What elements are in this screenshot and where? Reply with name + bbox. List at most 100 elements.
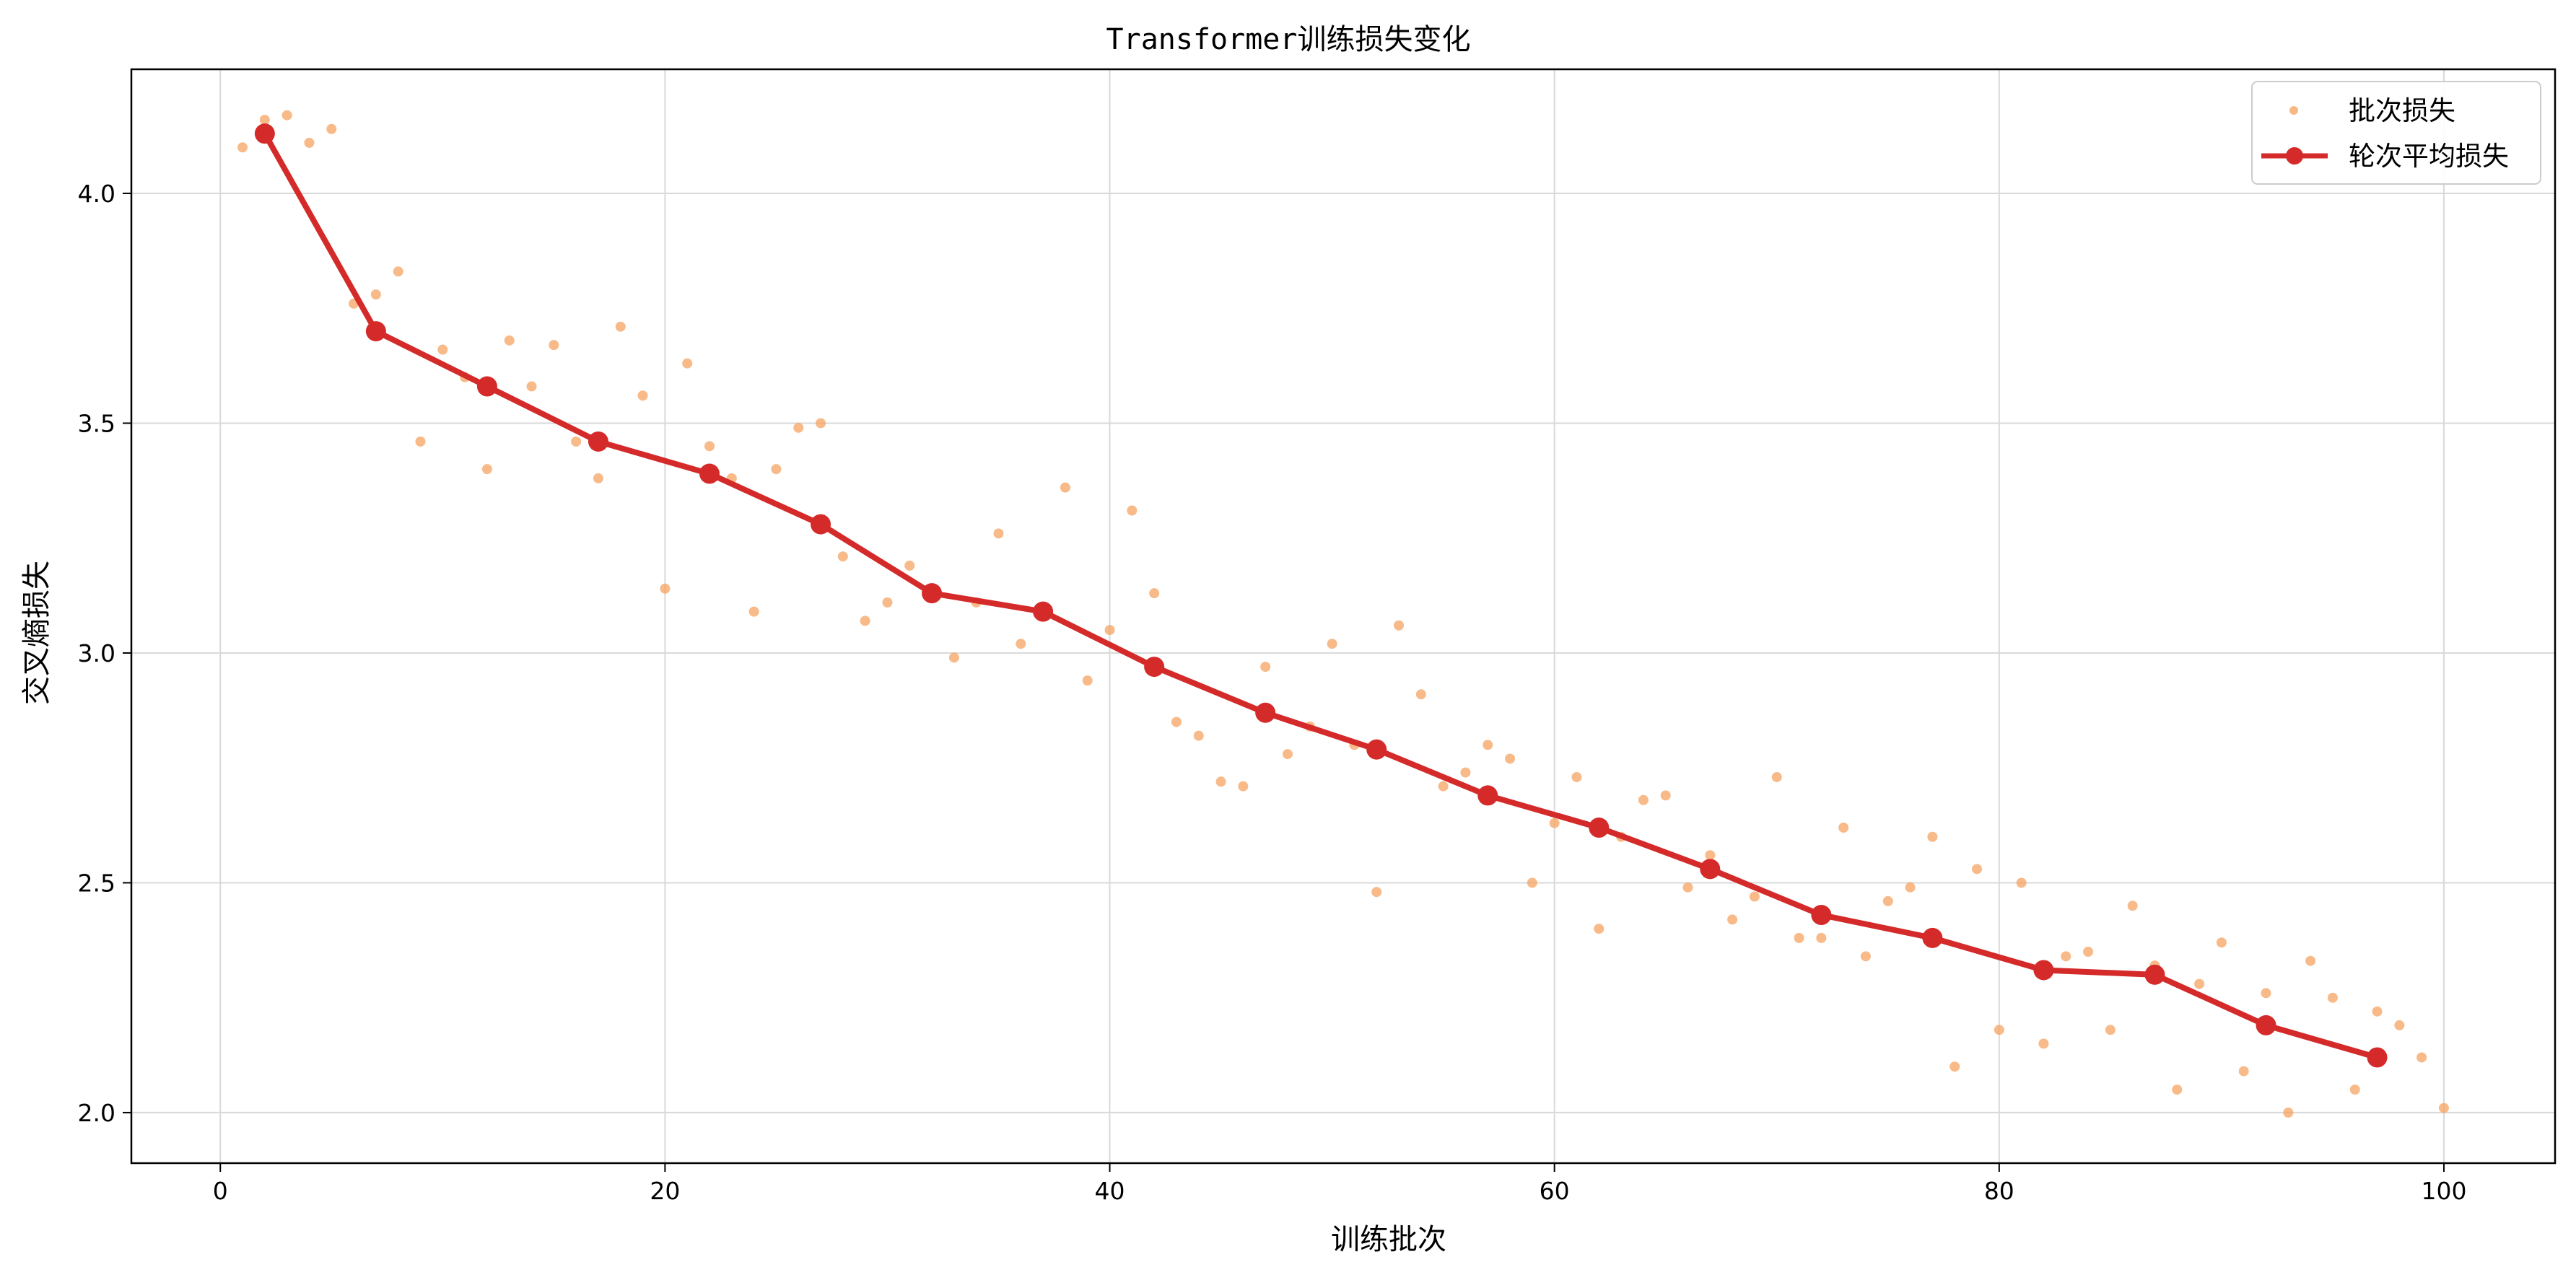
batch-loss-point	[2194, 978, 2205, 989]
epoch-average-point	[2367, 1047, 2388, 1068]
batch-loss-point	[237, 142, 248, 153]
batch-loss-point	[1371, 887, 1382, 898]
batch-loss-point	[304, 137, 315, 148]
batch-loss-point	[1238, 781, 1249, 792]
batch-loss-point	[2061, 951, 2071, 962]
x-axis-ticks: 0 20 40 60 80 100	[213, 1163, 2466, 1205]
x-tick-label: 100	[2421, 1177, 2466, 1205]
batch-loss-point	[793, 422, 804, 433]
plot-area	[130, 68, 2557, 1165]
batch-loss-point	[1438, 781, 1449, 792]
epoch-average-point	[2256, 1015, 2276, 1035]
batch-loss-point	[1527, 877, 1537, 888]
batch-loss-point	[2438, 1103, 2449, 1113]
batch-loss-point	[526, 381, 537, 392]
epoch-average-point	[1811, 905, 1832, 926]
batch-loss-point	[1794, 932, 1804, 943]
batch-loss-point	[437, 344, 448, 355]
batch-loss-point	[748, 606, 759, 617]
batch-loss-point	[1260, 662, 1271, 672]
batch-loss-point	[882, 597, 893, 608]
epoch-average-point	[1922, 927, 1943, 948]
batch-loss-point	[1860, 951, 1871, 962]
batch-loss-point	[816, 418, 826, 429]
legend-label-batch-loss: 批次损失	[2349, 95, 2455, 126]
batch-loss-point	[1149, 588, 1160, 599]
x-axis-label: 训练批次	[1331, 1223, 1446, 1256]
y-tick-label: 4.0	[78, 180, 115, 208]
batch-loss-point	[1415, 689, 1426, 700]
batch-loss-point	[1460, 767, 1471, 778]
batch-loss-point	[1682, 882, 1693, 893]
y-axis-ticks: 2.0 2.5 3.0 3.5 4.0	[78, 180, 131, 1127]
batch-loss-point	[326, 123, 337, 134]
batch-loss-point	[549, 340, 559, 351]
batch-loss-point	[2216, 937, 2227, 948]
legend-label-epoch-average: 轮次平均损失	[2349, 141, 2509, 172]
batch-loss-point	[593, 473, 603, 483]
batch-loss-point	[2372, 1006, 2383, 1017]
batch-loss-point	[2394, 1020, 2405, 1030]
batch-loss-point	[704, 441, 715, 452]
batch-loss-point	[504, 335, 515, 346]
batch-loss-point	[2038, 1038, 2049, 1049]
batch-loss-point	[771, 464, 782, 475]
batch-loss-point	[1549, 818, 1560, 828]
plot-background	[131, 69, 2555, 1163]
epoch-average-point	[2033, 960, 2054, 981]
batch-loss-point	[615, 321, 626, 332]
batch-loss-point	[1816, 932, 1827, 943]
batch-loss-point	[1193, 730, 1204, 741]
batch-loss-point	[1727, 914, 1738, 925]
batch-loss-point	[682, 358, 693, 369]
y-tick-label: 3.5	[78, 409, 115, 437]
batch-loss-point	[2016, 877, 2027, 888]
x-tick-label: 0	[213, 1177, 228, 1205]
batch-loss-point	[1215, 776, 1226, 787]
batch-loss-point	[837, 551, 848, 562]
batch-loss-point	[1994, 1025, 2004, 1035]
batch-loss-point	[1705, 850, 1716, 861]
batch-loss-point	[2261, 988, 2271, 999]
epoch-average-point	[1477, 785, 1498, 806]
chart-title: Transformer训练损失变化	[1106, 23, 1471, 56]
batch-loss-point	[1060, 482, 1070, 493]
batch-loss-point	[1282, 749, 1293, 760]
batch-loss-point	[2305, 955, 2316, 966]
batch-loss-point	[2283, 1107, 2294, 1118]
legend: 批次损失 轮次平均损失	[2251, 81, 2541, 185]
batch-loss-point	[2327, 992, 2338, 1003]
x-tick-label: 40	[1095, 1177, 1125, 1205]
epoch-average-point	[922, 583, 943, 604]
batch-loss-point	[2105, 1025, 2116, 1035]
batch-loss-point	[281, 110, 292, 121]
batch-loss-point	[1594, 924, 1604, 934]
batch-loss-point	[1905, 882, 1916, 893]
epoch-average-point	[2144, 964, 2165, 985]
epoch-average-point	[1033, 601, 1054, 622]
batch-loss-point	[1838, 823, 1849, 833]
batch-loss-point	[393, 266, 403, 277]
batch-loss-point	[2083, 946, 2094, 957]
epoch-average-point	[1589, 818, 1610, 838]
legend-marker-epoch-average	[2286, 147, 2303, 165]
batch-loss-point	[1882, 895, 1893, 906]
batch-loss-point	[1950, 1061, 1960, 1072]
epoch-average-point	[254, 123, 275, 144]
batch-loss-point	[1082, 675, 1093, 686]
y-tick-label: 2.5	[78, 869, 115, 897]
epoch-average-point	[811, 514, 831, 535]
batch-loss-point	[1638, 794, 1649, 805]
batch-loss-point	[1660, 790, 1671, 801]
x-tick-label: 20	[650, 1177, 680, 1205]
epoch-average-line	[254, 123, 2388, 1068]
epoch-average-point	[699, 463, 720, 484]
batch-loss-point	[860, 615, 870, 626]
y-tick-label: 3.0	[78, 639, 115, 667]
batch-loss-point	[904, 560, 915, 571]
batch-loss-point	[1927, 831, 1938, 842]
batch-loss-point	[1016, 639, 1026, 649]
batch-loss-point	[1171, 717, 1182, 727]
epoch-average-point	[1366, 739, 1387, 760]
